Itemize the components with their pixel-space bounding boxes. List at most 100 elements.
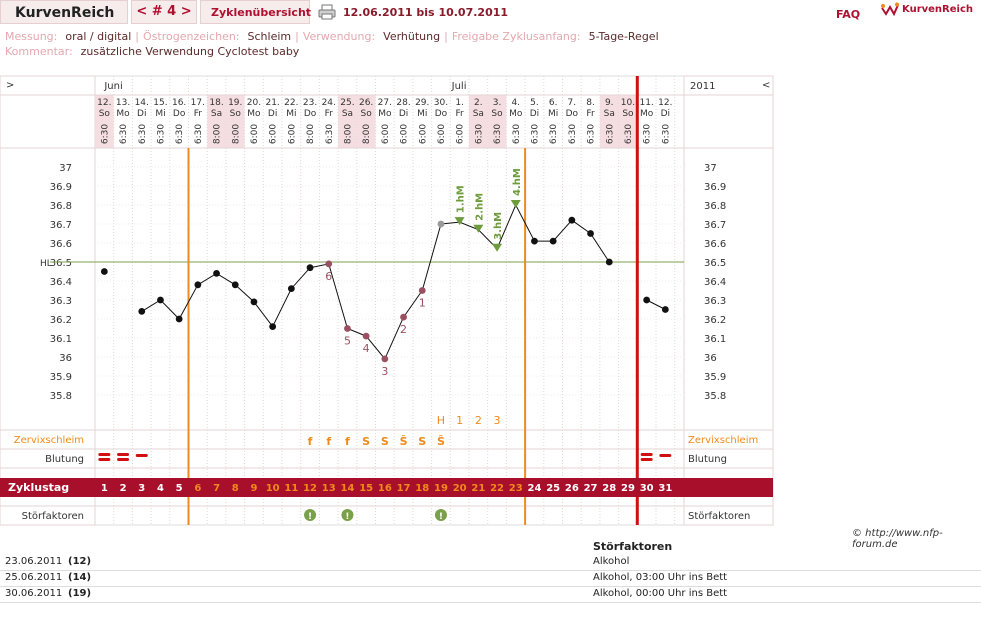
hm-label: 3.hM bbox=[493, 212, 504, 240]
day-weekday: Sa bbox=[342, 109, 353, 119]
day-time: 6:00 bbox=[287, 124, 297, 144]
y-tick-label: 35.9 bbox=[704, 372, 726, 383]
day-weekday: Sa bbox=[604, 109, 615, 119]
y-tick-label: 36.7 bbox=[704, 220, 726, 231]
day-weekday: Di bbox=[137, 109, 146, 119]
temperature-point bbox=[100, 268, 108, 275]
cycle-day-number: 23 bbox=[509, 483, 523, 494]
day-time: 6:00 bbox=[381, 124, 391, 144]
y-tick-label: 36.8 bbox=[50, 201, 72, 212]
day-weekday: Do bbox=[435, 109, 448, 119]
temperature-point bbox=[587, 230, 594, 237]
disturb-row-label: Störfaktoren bbox=[22, 511, 84, 522]
verwendung-value: Verhütung bbox=[383, 30, 441, 43]
temperature-point bbox=[643, 296, 651, 304]
cycle-day-row-label: Zyklustag bbox=[8, 481, 69, 494]
day-time: 6:30 bbox=[661, 124, 671, 144]
cycle-chart: > <Juni Juli 201112.So6:3013.Mo6:3014.Di6:3… bbox=[0, 75, 774, 526]
day-date: 24. bbox=[322, 98, 336, 108]
row-text: Alkohol, 03:00 Uhr ins Bett bbox=[593, 572, 728, 583]
separator: | bbox=[444, 30, 448, 43]
day-date: 4. bbox=[511, 98, 520, 108]
printer-icon[interactable] bbox=[318, 4, 336, 20]
temperature-point bbox=[661, 306, 669, 313]
weekend-column bbox=[207, 95, 226, 148]
weekend-column bbox=[356, 95, 376, 148]
temperature-point bbox=[175, 315, 183, 323]
day-time: 6:30 bbox=[138, 124, 148, 144]
day-time: 6:30 bbox=[530, 124, 540, 144]
day-time: 8:00 bbox=[213, 124, 223, 144]
cycle-day-number: 19 bbox=[434, 483, 448, 494]
day-date: 28. bbox=[396, 98, 410, 108]
cycle-day-number: 12 bbox=[303, 483, 317, 494]
temperature-point bbox=[400, 313, 407, 321]
y-tick-label: 36.1 bbox=[50, 334, 72, 345]
y-tick-label: 36.9 bbox=[704, 182, 726, 193]
temperature-point bbox=[605, 258, 613, 266]
day-date: 5. bbox=[530, 98, 539, 108]
peak-label: 2 bbox=[475, 414, 482, 427]
day-time: 8:00 bbox=[343, 124, 353, 144]
day-weekday: Do bbox=[304, 109, 317, 119]
day-weekday: Fr bbox=[194, 109, 203, 119]
cycle-day-number: 21 bbox=[471, 483, 485, 494]
faq-link[interactable]: FAQ bbox=[836, 8, 861, 21]
messung-value: oral / digital bbox=[65, 30, 132, 43]
day-date: 18. bbox=[209, 98, 223, 108]
y-tick-label: 36.6 bbox=[704, 239, 726, 250]
day-date: 6. bbox=[549, 98, 558, 108]
day-weekday: Mo bbox=[509, 109, 523, 119]
day-time: 6:30 bbox=[175, 124, 185, 144]
oestrogen-value: Schleim bbox=[247, 30, 292, 43]
cycle-day-number: 18 bbox=[415, 483, 429, 494]
day-date: 2. bbox=[474, 98, 483, 108]
y-tick-label: 37 bbox=[704, 163, 717, 174]
bleeding-mark bbox=[640, 458, 653, 461]
day-weekday: So bbox=[230, 109, 242, 119]
row-date: 23.06.2011 bbox=[5, 556, 63, 567]
cycle-day-number: 27 bbox=[584, 483, 598, 494]
count-label: 2 bbox=[400, 323, 407, 336]
cycle-day-number: 31 bbox=[658, 483, 672, 494]
day-time: 6:30 bbox=[156, 124, 166, 144]
bleeding-mark bbox=[117, 458, 130, 461]
cycle-day-number: 24 bbox=[527, 483, 541, 494]
y-tick-label: 36.8 bbox=[704, 201, 726, 212]
meta-line-2: Kommentar: zusätzliche Verwendung Cyclote… bbox=[5, 45, 299, 58]
day-weekday: Mo bbox=[247, 109, 261, 119]
brand-title[interactable]: KurvenReich bbox=[0, 0, 128, 24]
hm-label: 1.hM bbox=[456, 185, 467, 213]
cycle-day-number: 11 bbox=[284, 483, 298, 494]
bleeding-row-label: Blutung bbox=[688, 454, 727, 465]
bleeding-mark bbox=[640, 453, 653, 456]
kommentar-value: zusätzliche Verwendung Cyclotest baby bbox=[80, 45, 300, 58]
hm-label: 4.hM bbox=[512, 168, 523, 196]
day-time: 6:30 bbox=[605, 124, 615, 144]
day-time: 6:30 bbox=[194, 124, 204, 144]
disturbance-icon bbox=[304, 509, 317, 521]
tab-cycle-overview[interactable]: Zyklenübersicht bbox=[200, 0, 311, 24]
day-weekday: Di bbox=[399, 109, 408, 119]
row-cycle-day: (12) bbox=[68, 556, 92, 567]
cycle-day-number: 8 bbox=[232, 483, 239, 494]
day-date: 19. bbox=[228, 98, 242, 108]
temperature-point bbox=[418, 287, 426, 294]
day-date: 13. bbox=[116, 98, 130, 108]
day-weekday: So bbox=[622, 109, 634, 119]
nav-prev-arrow: > bbox=[6, 80, 14, 91]
logo-text[interactable]: KurvenReich bbox=[902, 4, 974, 15]
mucus-symbol: Ŝ bbox=[437, 435, 445, 448]
cycle-day-number: 2 bbox=[120, 483, 127, 494]
day-date: 8. bbox=[586, 98, 595, 108]
y-tick-label: 36.5 bbox=[704, 258, 726, 269]
cycle-day-number: 10 bbox=[266, 483, 280, 494]
cycle-day-number: 22 bbox=[490, 483, 504, 494]
day-time: 6:00 bbox=[418, 124, 428, 144]
row-text: Alkohol bbox=[593, 556, 630, 567]
cycle-navigation[interactable]: < # 4 > bbox=[131, 0, 197, 24]
day-weekday: Fr bbox=[325, 109, 334, 119]
day-weekday: Di bbox=[268, 109, 277, 119]
y-tick-label: 35.9 bbox=[50, 372, 72, 383]
day-date: 12. bbox=[658, 98, 672, 108]
